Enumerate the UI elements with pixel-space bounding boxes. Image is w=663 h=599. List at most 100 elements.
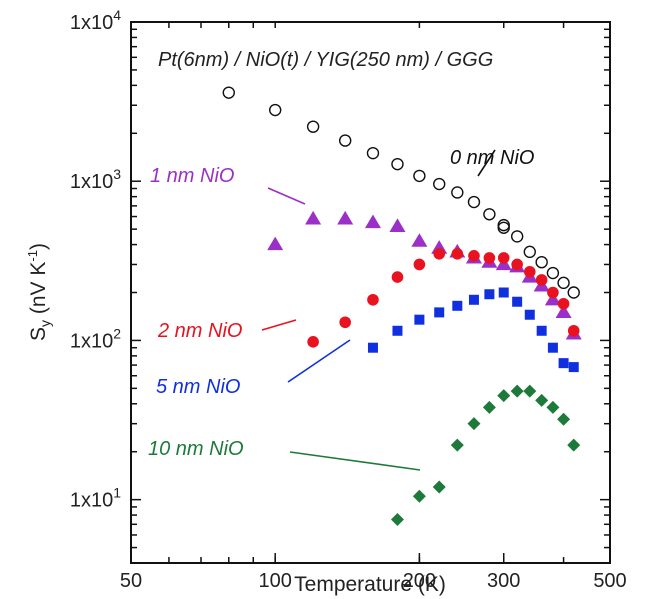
series-2-nm-nio-point [523, 265, 536, 278]
annotation-1nm-nio: 1 nm NiO [150, 165, 234, 187]
annotation-leader-line [261, 319, 297, 331]
series-5-nm-nio-point [524, 309, 535, 320]
series-5-nm-nio-point [484, 289, 495, 300]
series-0-nm-nio-point [523, 245, 536, 259]
series-0-nm-nio-point [433, 177, 446, 191]
y-tick-label-exponent: 2 [113, 325, 121, 341]
y-tick-label-base: 1x10 [70, 490, 113, 512]
annotation-leader-line [267, 187, 306, 205]
annotation-0nm-nio: 0 nm NiO [450, 147, 534, 169]
y-tick-label-exponent: 4 [113, 7, 121, 23]
y-axis-title: Sy (nV K-1) [25, 243, 53, 341]
series-10-nm-nio-point [450, 438, 464, 452]
series-0-nm-nio-point [535, 255, 548, 269]
y-tick-label-exponent: 1 [113, 485, 121, 501]
series-10-nm-nio-point [467, 417, 481, 431]
annotation-leader-line [287, 339, 351, 383]
series-0-nm-nio-point [567, 286, 580, 299]
y-axis-title-superscript: -1 [25, 250, 40, 262]
series-2-nm-nio-point [391, 271, 404, 283]
series-2-nm-nio-point [557, 297, 570, 310]
x-axis-title: Temperature (K) [294, 573, 446, 596]
x-tick-label: 50 [120, 570, 142, 592]
series-2-nm-nio-point [307, 336, 319, 348]
series-10-nm-nio-point [567, 438, 581, 452]
series-0-nm-nio-point [391, 157, 404, 171]
series-5-nm-nio-point [568, 362, 579, 373]
series-0-nm-nio-point [413, 169, 426, 183]
series-0-nm-nio-point [268, 103, 282, 117]
series-1-nm-nio-point [364, 214, 381, 229]
annotation-5nm-nio: 5 nm NiO [156, 376, 240, 398]
series-2-nm-nio-point [433, 248, 446, 260]
series-1-nm-nio-point [555, 304, 572, 318]
series-5-nm-nio-point [434, 307, 445, 318]
series-0-nm-nio-point [497, 221, 510, 234]
y-tick-label: 1x102 [70, 325, 121, 352]
data-marks [222, 86, 582, 527]
series-2-nm-nio-point [511, 258, 523, 271]
series-2-nm-nio-point [483, 252, 496, 264]
series-0-nm-nio-point [546, 266, 560, 280]
series-2-nm-nio-point [413, 258, 426, 271]
series-10-nm-nio-point [497, 389, 511, 403]
y-axis-title-symbol: S [27, 327, 50, 341]
series-1-nm-nio-point [337, 210, 354, 225]
x-tick-label: 100 [259, 570, 292, 592]
series-10-nm-nio-point [390, 513, 404, 527]
series-0-nm-nio-point [483, 208, 496, 221]
series-5-nm-nio-point [547, 342, 558, 353]
series-5-nm-nio-point [414, 314, 425, 325]
annotation-leader-line [289, 451, 421, 471]
series-2-nm-nio-point [367, 293, 379, 306]
series-10-nm-nio-point [482, 400, 496, 414]
series-0-nm-nio-point [306, 120, 320, 133]
series-5-nm-nio-point [558, 358, 569, 369]
y-tick-label: 1x101 [70, 485, 121, 512]
chart-title: Pt(6nm) / NiO(t) / YIG(250 nm) / GGG [158, 49, 493, 71]
annotation-2nm-nio: 2 nm NiO [157, 320, 242, 342]
series-10-nm-nio-point [523, 384, 537, 398]
series-5-nm-nio-point [512, 296, 523, 307]
series-1-nm-nio-point [411, 233, 428, 247]
series-2-nm-nio-point [497, 252, 510, 264]
series-10-nm-nio-point [412, 489, 426, 503]
y-tick-label-exponent: 3 [113, 166, 121, 182]
series-1-nm-nio-point [305, 210, 322, 225]
x-tick-label: 500 [593, 570, 626, 592]
y-tick-label: 1x104 [70, 7, 121, 34]
y-tick-label: 1x103 [70, 166, 121, 193]
annotation-leaders [261, 149, 496, 471]
series-5-nm-nio-point [392, 325, 403, 336]
x-tick-label: 200 [403, 570, 436, 592]
y-axis-title-close: ) [27, 243, 50, 250]
series-10-nm-nio-point [546, 400, 560, 414]
series-1-nm-nio-point [544, 291, 561, 306]
plot-frame [130, 21, 611, 564]
series-10-nm-nio-point [535, 393, 549, 407]
series-5-nm-nio-point [536, 325, 547, 336]
series-5-nm-nio-point [498, 287, 509, 298]
series-0-nm-nio-point [222, 86, 235, 99]
series-5-nm-nio-point [367, 342, 378, 353]
y-axis-title-unit: (nV K [27, 262, 50, 320]
series-0-nm-nio-point [467, 195, 481, 209]
y-axis-title-subscript: y [37, 320, 53, 327]
series-5-nm-nio-point [452, 300, 463, 311]
y-tick-label-base: 1x10 [70, 330, 113, 352]
series-10-nm-nio-point [510, 384, 524, 398]
annotation-10nm-nio: 10 nm NiO [148, 438, 244, 460]
series-2-nm-nio-point [468, 250, 480, 262]
series-1-nm-nio-point [389, 218, 406, 233]
y-tick-label-base: 1x10 [70, 171, 113, 193]
series-0-nm-nio-point [510, 230, 524, 243]
series-0-nm-nio-point [366, 146, 380, 160]
series-2-nm-nio-point [567, 324, 580, 337]
series-2-nm-nio-point [339, 316, 351, 329]
series-0-nm-nio-point [557, 276, 570, 290]
series-2-nm-nio-point [451, 248, 464, 260]
annotation-leader-line [477, 149, 496, 177]
series-0-nm-nio-point [338, 134, 352, 147]
